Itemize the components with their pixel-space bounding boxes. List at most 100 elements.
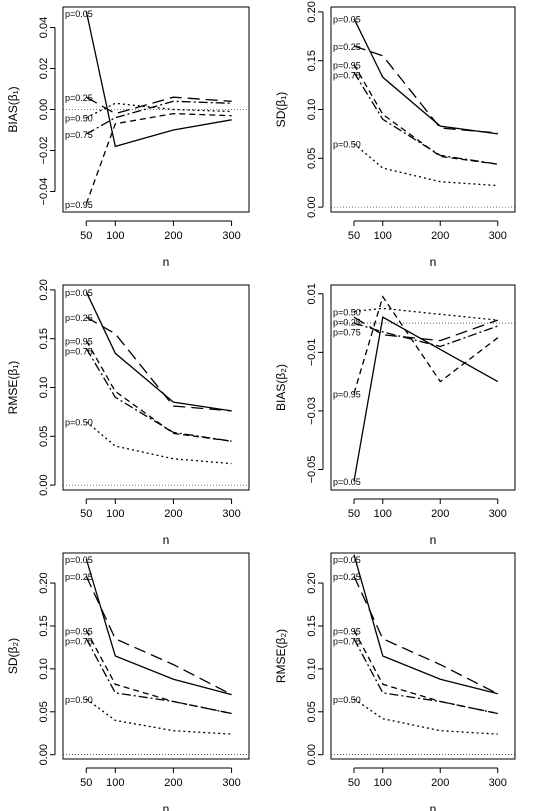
y-tick-label: 0.10 — [38, 377, 50, 398]
series-name-label: p=0.05 — [333, 15, 361, 25]
y-tick-label: 0.05 — [306, 701, 318, 722]
x-tick-label: 300 — [222, 777, 240, 789]
x-tick-label: 300 — [489, 508, 507, 520]
series-line-p-075 — [85, 638, 232, 715]
y-tick-label: −0.01 — [306, 338, 318, 366]
series-name-label: p=0.25 — [333, 572, 361, 582]
series-line-p-025 — [353, 45, 498, 134]
series-line-p-005 — [85, 558, 232, 696]
series-name-label: p=0.25 — [65, 93, 93, 103]
series-name-label: p=0.50 — [333, 140, 361, 150]
series-line-p-025 — [85, 575, 232, 696]
y-tick-label: 0.05 — [38, 701, 50, 722]
series-name-label: p=0.95 — [333, 61, 361, 71]
x-tick-label: 300 — [222, 230, 240, 242]
y-tick-label: −0.03 — [306, 397, 318, 425]
series-line-p-095 — [353, 629, 498, 715]
x-tick-label: 200 — [164, 777, 182, 789]
x-tick-label: 200 — [431, 777, 449, 789]
series-line-p-005 — [353, 316, 499, 482]
y-tick-label: 0.00 — [38, 744, 50, 765]
y-tick-label: −0.05 — [306, 456, 318, 484]
series-line-p-075 — [353, 322, 499, 348]
series-name-label: p=0.95 — [333, 389, 361, 399]
series-name-label: p=0.95 — [65, 200, 93, 210]
plot-frame — [62, 284, 250, 491]
series-line-p-050 — [353, 307, 498, 321]
x-axis-label: n — [163, 802, 170, 811]
x-tick-label: 300 — [222, 508, 240, 520]
y-tick-label: 0.05 — [38, 426, 50, 447]
plot-frame — [330, 552, 516, 760]
series-name-label: p=0.05 — [333, 477, 361, 487]
series-line-p-050 — [85, 421, 232, 465]
series-line-p-075 — [353, 638, 498, 715]
x-tick-label: 300 — [489, 230, 507, 242]
y-tick-label: 0.15 — [38, 328, 50, 349]
x-axis-label: n — [163, 533, 170, 547]
y-tick-label: 0.04 — [38, 17, 50, 38]
x-axis-label: n — [430, 255, 437, 269]
panel-5: 50 100 200 300 n 0.00 0.05 0.10 0.15 0.20 SD(β₂) p=… — [6, 552, 250, 811]
series-name-label: p=0.50 — [65, 695, 93, 705]
panel-2: 50 100 200 300 n 0.00 0.05 0.10 0.15 0.20 SD(β₁) p=… — [274, 1, 516, 269]
y-tick-label: 0.15 — [38, 615, 50, 636]
panel-1: 50 100 200 300 n −0.04 −0.02 0.00 0.02 0.04 BIAS(β… — [6, 6, 250, 269]
series-line-p-005 — [85, 10, 232, 148]
x-tick-label: 200 — [164, 508, 182, 520]
y-tick-label: 0.20 — [306, 1, 318, 22]
series-name-label: p=0.50 — [65, 114, 93, 124]
series-name-label: p=0.75 — [65, 347, 93, 357]
x-tick-label: 100 — [106, 777, 124, 789]
y-tick-label: 0.00 — [38, 99, 50, 120]
series-name-label: p=0.05 — [65, 555, 93, 565]
series-line-p-050 — [85, 698, 232, 735]
series-name-label: p=0.95 — [65, 626, 93, 636]
series-name-label: p=0.05 — [333, 555, 361, 565]
series-name-label: p=0.25 — [333, 42, 361, 52]
y-tick-label: 0.20 — [38, 279, 50, 300]
y-tick-label: −0.04 — [38, 178, 50, 206]
y-tick-label: 0.20 — [306, 572, 318, 593]
y-tick-label: 0.15 — [306, 50, 318, 71]
series-name-label: p=0.05 — [65, 9, 93, 19]
series-line-p-095 — [85, 112, 232, 205]
series-line-p-005 — [353, 554, 498, 695]
plot-frame — [62, 552, 250, 760]
series-name-label: p=0.05 — [65, 288, 93, 298]
series-line-p-025 — [353, 316, 499, 342]
x-tick-label: 100 — [374, 508, 392, 520]
series-name-label: p=0.25 — [65, 572, 93, 582]
x-axis-label: n — [430, 533, 437, 547]
x-tick-label: 100 — [106, 230, 124, 242]
y-tick-label: 0.10 — [38, 658, 50, 679]
x-tick-label: 200 — [431, 230, 449, 242]
series-line-p-075 — [85, 348, 232, 442]
x-axis-label: n — [163, 255, 170, 269]
series-name-label: p=0.75 — [333, 636, 361, 646]
x-axis-label: n — [430, 802, 437, 811]
series-name-label: p=0.50 — [333, 695, 361, 705]
x-tick-label: 200 — [431, 508, 449, 520]
series-name-label: p=0.75 — [333, 327, 361, 337]
y-tick-label: 0.02 — [38, 58, 50, 79]
series-name-label: p=0.75 — [65, 636, 93, 646]
series-line-p-095 — [353, 295, 499, 394]
x-tick-label: 300 — [489, 777, 507, 789]
series-line-p-025 — [353, 575, 499, 695]
series-line-p-025 — [85, 96, 232, 115]
series-line-p-025 — [85, 316, 232, 412]
y-tick-label: 0.00 — [306, 196, 318, 217]
x-tick-label: 50 — [80, 777, 92, 789]
series-name-label: p=0.25 — [333, 317, 361, 327]
panel-6: 50 100 200 300 n 0.00 0.05 0.10 0.15 0.20 RMSE(β₂)… — [274, 552, 516, 811]
series-name-label: p=0.75 — [65, 130, 93, 140]
series-line-p-005 — [85, 291, 232, 412]
series-name-label: p=0.50 — [333, 307, 361, 317]
series-line-p-095 — [353, 64, 498, 165]
series-line-p-095 — [85, 629, 232, 715]
y-tick-label: 0.00 — [306, 744, 318, 765]
series-line-p-095 — [85, 340, 232, 442]
series-name-label: p=0.95 — [333, 626, 361, 636]
